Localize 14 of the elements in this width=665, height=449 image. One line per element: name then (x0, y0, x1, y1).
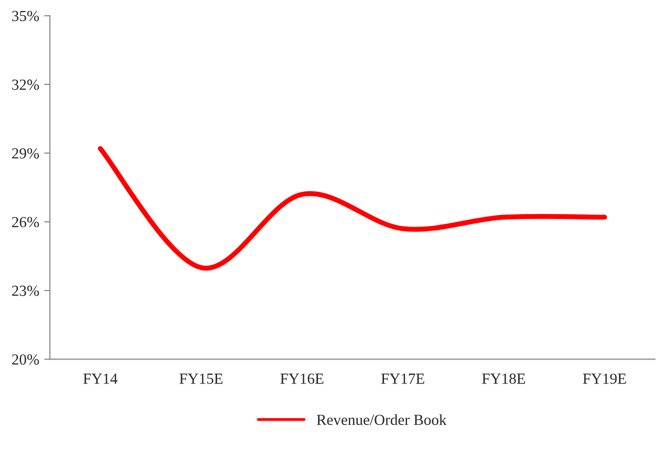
legend-label: Revenue/Order Book (316, 414, 447, 426)
y-tick-label: 26% (12, 216, 39, 228)
x-tick-label: FY15E (180, 374, 222, 384)
y-tick-label: 35% (12, 10, 39, 22)
x-tick-label: FY14 (83, 374, 118, 384)
x-tick-label: FY17E (381, 374, 424, 384)
x-tick-label: FY19E (582, 374, 626, 384)
y-tick-label: 23% (12, 286, 39, 296)
y-tick-label: 20% (12, 354, 39, 365)
line-series (98, 146, 608, 270)
x-tick-label: FY18E (482, 374, 526, 384)
x-tick-label: FY16E (280, 374, 324, 384)
y-tick-label: 29% (12, 148, 39, 159)
y-tick-label: 32% (12, 80, 39, 90)
